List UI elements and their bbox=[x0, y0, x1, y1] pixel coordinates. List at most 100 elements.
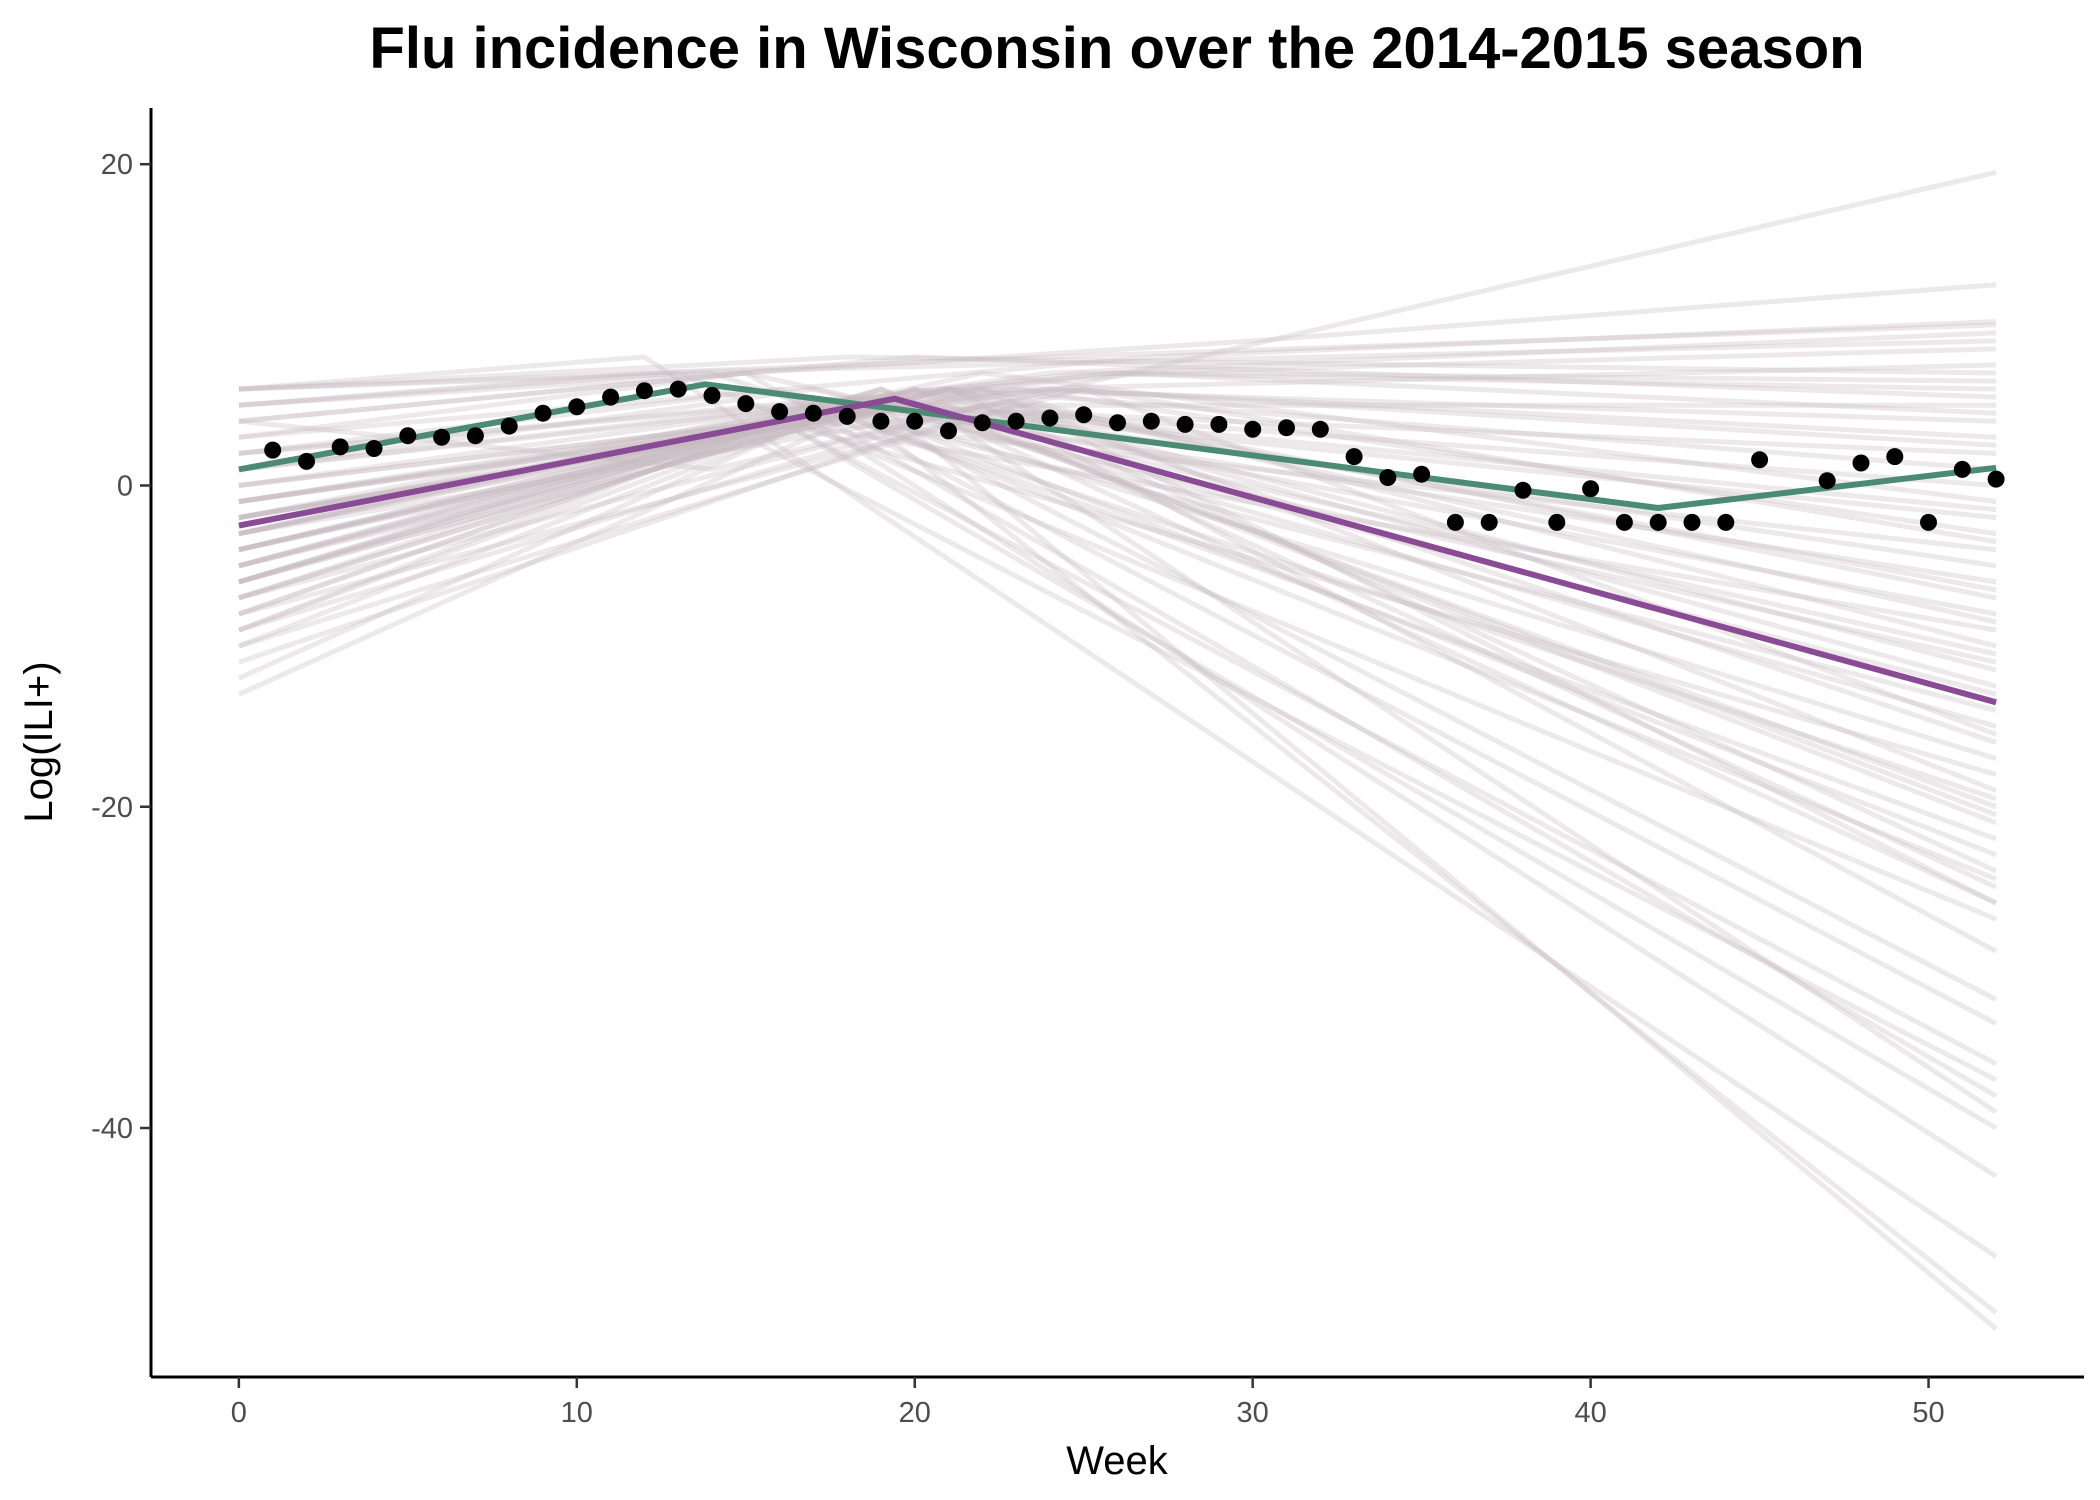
y-tick-label-3: 20 bbox=[101, 149, 133, 181]
observed-point-18 bbox=[872, 412, 890, 430]
observed-point-26 bbox=[1142, 412, 1160, 430]
draw-line-54 bbox=[238, 338, 1997, 408]
draw-line-65 bbox=[238, 370, 1997, 472]
x-axis-ticks: 0 10 20 30 40 50 bbox=[231, 1377, 1945, 1429]
draw-line-64 bbox=[238, 386, 1997, 505]
axes bbox=[149, 108, 2084, 1379]
observed-point-7 bbox=[500, 417, 518, 435]
observed-point-23 bbox=[1041, 409, 1059, 427]
draw-line-15 bbox=[238, 386, 1998, 794]
observed-point-39 bbox=[1582, 480, 1600, 498]
observed-point-8 bbox=[534, 404, 552, 422]
observed-point-13 bbox=[703, 387, 721, 404]
observed-point-34 bbox=[1413, 465, 1431, 483]
observed-point-37 bbox=[1514, 481, 1532, 499]
draw-line-55 bbox=[238, 354, 1997, 392]
observed-point-15 bbox=[771, 403, 789, 421]
draw-line-48 bbox=[238, 370, 1998, 1099]
draw-line-41 bbox=[238, 330, 1997, 488]
observed-point-45 bbox=[1818, 472, 1836, 490]
observed-point-47 bbox=[1886, 448, 1904, 466]
observed-point-11 bbox=[635, 382, 653, 400]
observed-point-22 bbox=[1007, 412, 1025, 430]
observed-point-43 bbox=[1717, 513, 1735, 531]
observed-point-28 bbox=[1210, 415, 1228, 433]
x-tick-label-3: 30 bbox=[1237, 1397, 1269, 1429]
draw-line-40 bbox=[238, 346, 1997, 456]
observed-point-9 bbox=[568, 398, 586, 416]
draw-line-38 bbox=[238, 370, 1997, 472]
y-tick-label-1: -20 bbox=[91, 792, 133, 824]
draw-line-49 bbox=[238, 370, 1998, 922]
draw-line-47 bbox=[238, 354, 1998, 1259]
observed-point-25 bbox=[1109, 414, 1126, 432]
observed-point-46 bbox=[1852, 454, 1870, 472]
observed-point-16 bbox=[804, 404, 822, 422]
draw-line-43 bbox=[238, 282, 1997, 408]
observed-point-33 bbox=[1379, 469, 1397, 486]
draw-line-13 bbox=[238, 386, 1998, 826]
observed-point-20 bbox=[940, 422, 957, 440]
y-axis-ticks: -40 -20 0 20 bbox=[91, 149, 151, 1145]
draw-line-9 bbox=[238, 386, 1998, 890]
draw-line-4 bbox=[238, 434, 1998, 1083]
observed-point-1 bbox=[298, 452, 315, 470]
observed-point-40 bbox=[1615, 513, 1633, 531]
y-tick-label-0: -40 bbox=[91, 1113, 133, 1145]
observed-point-27 bbox=[1176, 415, 1194, 433]
draw-line-33 bbox=[238, 386, 1997, 537]
observed-point-35 bbox=[1446, 513, 1464, 531]
observed-point-21 bbox=[973, 414, 991, 432]
observed-point-10 bbox=[602, 388, 620, 406]
draw-line-8 bbox=[238, 386, 1998, 906]
observed-point-17 bbox=[838, 407, 856, 425]
observed-point-36 bbox=[1480, 513, 1498, 531]
observed-point-29 bbox=[1244, 420, 1262, 438]
draw-line-57 bbox=[238, 322, 1997, 392]
draw-line-68 bbox=[238, 370, 1997, 456]
draw-line-66 bbox=[238, 402, 1997, 673]
draw-line-44 bbox=[238, 402, 1998, 954]
draw-line-39 bbox=[238, 362, 1997, 505]
observed-point-41 bbox=[1649, 513, 1667, 531]
observed-point-30 bbox=[1278, 419, 1295, 437]
x-tick-label-2: 20 bbox=[899, 1397, 931, 1429]
draw-line-45 bbox=[238, 418, 1998, 1115]
draw-line-50 bbox=[238, 386, 1998, 882]
draw-line-21 bbox=[238, 386, 1997, 689]
chart-title: Flu incidence in Wisconsin over the 2014… bbox=[369, 16, 1864, 81]
observed-point-2 bbox=[331, 438, 349, 456]
observed-point-5 bbox=[433, 428, 451, 446]
observed-point-38 bbox=[1548, 513, 1566, 531]
draw-line-56 bbox=[238, 354, 1997, 424]
observed-point-32 bbox=[1345, 448, 1363, 466]
observed-point-14 bbox=[737, 395, 755, 413]
draw-line-46 bbox=[238, 169, 1997, 472]
fit-line-purple bbox=[238, 395, 1997, 706]
observed-point-50 bbox=[1987, 470, 2005, 488]
observed-point-31 bbox=[1311, 420, 1329, 438]
x-tick-label-4: 40 bbox=[1574, 1397, 1606, 1429]
observed-point-42 bbox=[1683, 513, 1701, 531]
x-tick-label-0: 0 bbox=[231, 1397, 247, 1429]
draw-line-62 bbox=[238, 386, 1997, 625]
draw-line-53 bbox=[238, 370, 1997, 657]
observed-point-4 bbox=[399, 427, 417, 445]
observed-points bbox=[264, 380, 2005, 531]
observed-point-3 bbox=[365, 440, 383, 457]
observed-point-6 bbox=[466, 427, 484, 445]
y-tick-label-2: 0 bbox=[117, 470, 133, 502]
observed-point-24 bbox=[1075, 406, 1093, 424]
observed-point-44 bbox=[1751, 451, 1769, 469]
draw-line-63 bbox=[238, 386, 1997, 593]
observed-point-48 bbox=[1920, 513, 1937, 531]
x-tick-label-5: 50 bbox=[1912, 1397, 1944, 1429]
draw-line-35 bbox=[238, 386, 1997, 488]
draw-line-61 bbox=[238, 402, 1998, 906]
draw-line-67 bbox=[238, 386, 1997, 545]
draw-line-51 bbox=[238, 370, 1997, 802]
observed-point-0 bbox=[264, 441, 282, 459]
background-draws bbox=[237, 169, 1998, 1331]
